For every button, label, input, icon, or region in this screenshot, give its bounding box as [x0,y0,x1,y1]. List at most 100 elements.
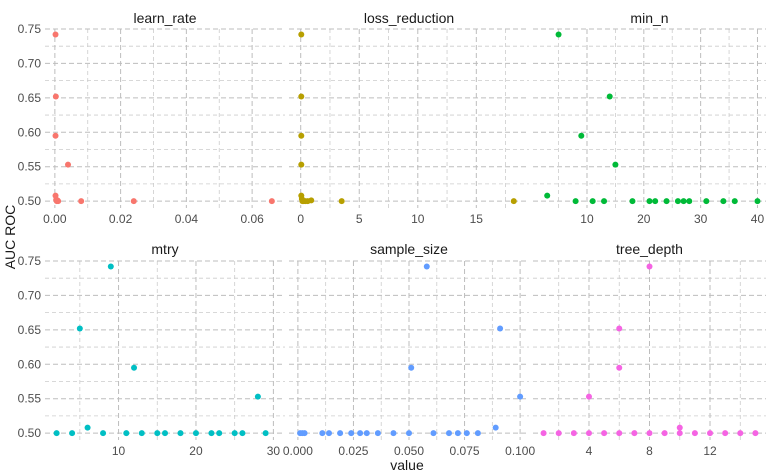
data-point [707,430,714,437]
data-point [239,430,246,437]
data-point [130,198,137,205]
x-axis-label: value [390,457,424,473]
data-point [65,161,72,168]
data-point [517,393,524,400]
data-point [430,430,437,437]
data-point [69,430,76,437]
y-tick-label: 0.55 [18,160,42,174]
data-point [100,430,107,437]
x-tick-label: 0.025 [338,444,368,458]
x-tick-label: 12 [703,444,717,458]
x-tick-label: 0.075 [450,444,480,458]
data-point [208,430,215,437]
data-point [631,430,638,437]
data-point [192,430,199,437]
data-point [408,364,415,371]
x-tick-label: 0.06 [240,212,264,226]
data-point [298,31,305,38]
panel-title: sample_size [370,241,448,257]
y-tick-label: 0.70 [18,56,42,70]
y-tick-label: 0.70 [18,288,42,302]
x-tick-label: 10 [411,212,425,226]
data-point [601,198,608,205]
y-tick-label: 0.50 [18,194,42,208]
data-point [374,430,381,437]
data-point [446,430,452,437]
data-point [406,430,412,437]
data-point [661,430,668,437]
data-point [298,93,305,100]
x-tick-label: 0.100 [505,444,535,458]
data-point [676,430,683,437]
x-tick-label: 15 [470,212,484,226]
panel-title: learn_rate [133,10,196,26]
data-point [363,430,370,437]
data-point [268,198,275,205]
x-tick-label: 40 [751,212,765,226]
data-point [76,325,83,332]
data-point [676,424,683,431]
panel-title: loss_reduction [364,10,454,26]
data-point [544,192,551,199]
data-point [691,430,698,437]
data-point [123,430,130,437]
data-point [616,430,623,437]
data-point [138,430,145,437]
data-point [616,364,623,371]
panel-min-n: min_n 10 20 30 40 [533,10,766,226]
panel-title: mtry [151,241,178,257]
data-point [162,430,168,437]
data-point [646,430,653,437]
data-point [737,430,744,437]
data-point [262,430,269,437]
panel-sample-size: sample_size 0.000 0.025 0.050 0.075 0.100 [283,241,536,458]
x-tick-label: 10 [112,444,126,458]
panel-learn-rate: learn_rate 0.50 0.55 0.60 0.65 0.70 0.75 0.00 0.… [18,10,285,226]
data-point [616,325,623,332]
data-point [78,198,85,205]
data-point [423,263,430,270]
panel-mtry: mtry 0.50 0.55 0.60 0.65 0.70 0.75 10 20 30 [18,241,285,458]
data-point [53,430,60,437]
data-point [357,430,364,437]
data-point [308,197,315,204]
data-point [674,198,681,205]
x-tick-label: 0.02 [109,212,133,226]
data-point [254,393,261,400]
data-point [348,430,355,437]
data-point [589,198,596,205]
data-point [555,430,562,437]
y-tick-label: 0.60 [18,125,42,139]
data-point [319,430,326,437]
data-point [601,430,608,437]
data-point [326,430,332,437]
data-point [54,197,61,204]
y-tick-label: 0.75 [18,254,42,268]
data-point [298,132,305,139]
data-point [731,198,738,205]
x-tick-label: 4 [586,444,593,458]
data-point [497,325,504,332]
y-axis-label: AUC ROC [2,205,18,270]
y-tick-label: 0.50 [18,426,42,440]
data-point [454,430,461,437]
data-point [131,364,138,371]
data-point [686,198,693,205]
data-point [463,430,470,437]
data-point [492,424,499,431]
x-tick-label: 30 [694,212,708,226]
data-point [177,430,184,437]
y-tick-label: 0.65 [18,91,42,105]
data-point [754,198,761,205]
data-point [216,430,223,437]
panel-tree-depth: tree_depth 4 8 12 [533,241,766,458]
y-tick-label: 0.55 [18,392,42,406]
data-point [52,93,59,100]
y-tick-label: 0.75 [18,22,42,36]
data-point [612,161,619,168]
y-tick-label: 0.60 [18,357,42,371]
data-point [572,198,579,205]
data-point [474,430,481,437]
data-point [338,198,345,205]
